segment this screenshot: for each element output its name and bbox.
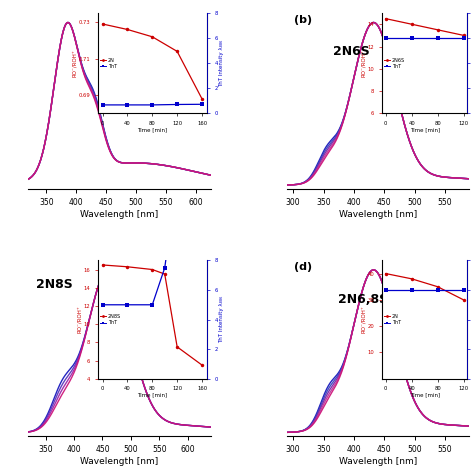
Text: 2N: 2N <box>105 22 124 35</box>
Text: 2N8S: 2N8S <box>36 278 73 292</box>
Text: 2N6,8S: 2N6,8S <box>338 292 388 306</box>
X-axis label: Wavelength [nm]: Wavelength [nm] <box>339 210 417 219</box>
X-axis label: Wavelength [nm]: Wavelength [nm] <box>81 210 159 219</box>
Text: (d): (d) <box>294 262 312 272</box>
Text: 2N6S: 2N6S <box>333 46 369 58</box>
Text: (b): (b) <box>294 15 312 25</box>
Y-axis label: ThT Intensity λ₈₈₆: ThT Intensity λ₈₈₆ <box>219 40 224 87</box>
Y-axis label: ThT Intensity λ₈₈₆: ThT Intensity λ₈₈₆ <box>219 296 224 343</box>
X-axis label: Wavelength [nm]: Wavelength [nm] <box>339 457 417 466</box>
X-axis label: Wavelength [nm]: Wavelength [nm] <box>81 457 159 466</box>
